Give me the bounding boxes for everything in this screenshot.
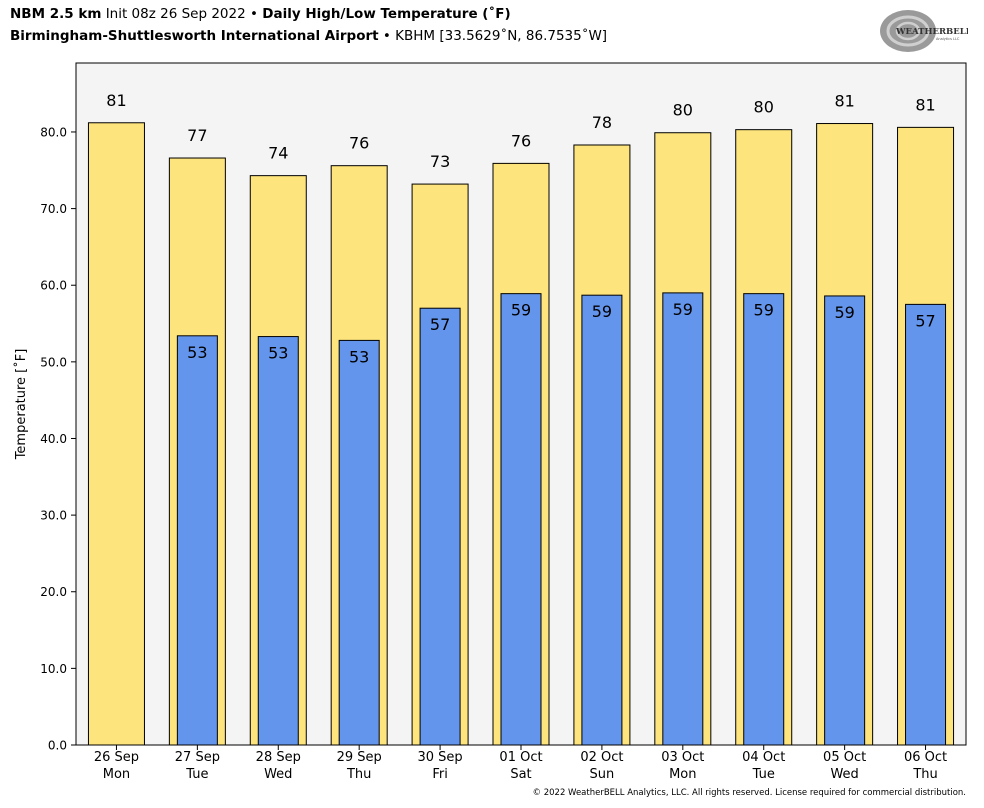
low-value-label: 57 — [915, 311, 935, 330]
x-tick-date-label: 04 Oct — [742, 750, 785, 765]
x-tick-day-label: Tue — [185, 767, 208, 782]
low-value-label: 53 — [187, 343, 207, 362]
y-axis-label: Temperature [˚F] — [13, 349, 29, 461]
x-tick-date-label: 05 Oct — [823, 750, 866, 765]
low-bar — [581, 294, 623, 746]
x-tick-date-label: 30 Sep — [417, 750, 462, 765]
y-tick-label: 20.0 — [40, 585, 67, 599]
chart-title-line-1: NBM 2.5 km Init 08z 26 Sep 2022 • Daily … — [10, 6, 511, 22]
low-bar — [419, 307, 461, 746]
high-value-label: 81 — [834, 92, 854, 111]
low-bar — [176, 335, 218, 746]
high-value-label: 77 — [187, 126, 207, 145]
low-bar — [338, 339, 380, 746]
high-value-label: 78 — [592, 113, 612, 132]
bullet-separator-2: • — [382, 28, 391, 44]
init-time: Init 08z 26 Sep 2022 — [105, 6, 246, 22]
x-tick-day-label: Tue — [752, 767, 775, 782]
copyright-notice: © 2022 WeatherBELL Analytics, LLC. All r… — [532, 788, 966, 798]
low-value-label: 53 — [268, 344, 288, 363]
low-bar — [257, 336, 299, 746]
low-value-label: 57 — [430, 315, 450, 334]
product-name: Daily High/Low Temperature (˚F) — [262, 6, 511, 22]
logo-text: WEATHERBELL — [895, 27, 968, 37]
high-value-label: 76 — [511, 131, 531, 150]
y-tick-label: 0.0 — [48, 739, 67, 753]
x-tick-date-label: 01 Oct — [499, 750, 542, 765]
value-labels: 81 77 53 74 53 76 53 73 57 76 59 78 59 80 59 80 59 81 59 81… — [106, 91, 935, 367]
x-tick-date-label: 27 Sep — [175, 750, 220, 765]
bullet-separator: • — [249, 6, 258, 22]
y-tick-label: 10.0 — [40, 662, 67, 676]
high-value-label: 81 — [106, 91, 126, 110]
x-tick-day-label: Fri — [432, 767, 448, 782]
chart-title-line-2: Birmingham-Shuttlesworth International A… — [10, 28, 607, 44]
x-tick-date-label: 03 Oct — [661, 750, 704, 765]
low-value-label: 59 — [834, 303, 854, 322]
x-tick-date-label: 28 Sep — [256, 750, 301, 765]
low-bar — [500, 293, 542, 746]
high-value-label: 80 — [673, 101, 693, 120]
high-value-label: 73 — [430, 152, 450, 171]
y-tick-label: 60.0 — [40, 279, 67, 293]
x-tick-date-label: 29 Sep — [337, 750, 382, 765]
y-tick-label: 50.0 — [40, 355, 67, 369]
low-value-label: 53 — [349, 347, 369, 366]
station-name: Birmingham-Shuttlesworth International A… — [10, 28, 379, 44]
low-value-label: 59 — [754, 301, 774, 320]
low-value-label: 59 — [592, 302, 612, 321]
x-tick-day-label: Wed — [264, 767, 292, 782]
y-axis: 0.0 10.0 20.0 30.0 40.0 50.0 60.0 70.0 80.0 — [40, 125, 76, 753]
low-value-label: 59 — [511, 301, 531, 320]
y-tick-label: 80.0 — [40, 125, 67, 139]
high-value-label: 76 — [349, 134, 369, 153]
x-tick-day-label: Thu — [912, 767, 937, 782]
high-value-label: 74 — [268, 144, 288, 163]
x-tick-day-label: Sun — [590, 767, 615, 782]
x-tick-day-label: Wed — [830, 767, 858, 782]
x-axis: 26 Sep Mon 27 Sep Tue 28 Sep Wed 29 Sep Thu 30 S… — [94, 745, 947, 782]
high-bar — [87, 122, 145, 746]
y-tick-label: 40.0 — [40, 432, 67, 446]
model-name: NBM 2.5 km — [10, 6, 102, 22]
high-value-label: 81 — [915, 95, 935, 114]
logo-subtext: Analytics LLC — [936, 37, 960, 41]
low-bar — [662, 292, 704, 746]
y-tick-label: 30.0 — [40, 509, 67, 523]
x-tick-day-label: Mon — [103, 767, 130, 782]
low-value-label: 59 — [673, 300, 693, 319]
low-temp-bars — [176, 292, 947, 746]
x-tick-date-label: 02 Oct — [580, 750, 623, 765]
x-tick-date-label: 26 Sep — [94, 750, 139, 765]
low-bar — [824, 295, 866, 746]
high-value-label: 80 — [754, 98, 774, 117]
weatherbell-logo: WEATHERBELL Analytics LLC — [880, 10, 968, 52]
x-tick-day-label: Thu — [346, 767, 371, 782]
low-bar — [743, 293, 785, 746]
x-tick-day-label: Mon — [669, 767, 696, 782]
low-bar — [905, 303, 947, 746]
y-tick-label: 70.0 — [40, 202, 67, 216]
x-tick-day-label: Sat — [510, 767, 531, 782]
station-code: KBHM [33.5629˚N, 86.7535˚W] — [395, 28, 608, 44]
x-tick-date-label: 06 Oct — [904, 750, 947, 765]
